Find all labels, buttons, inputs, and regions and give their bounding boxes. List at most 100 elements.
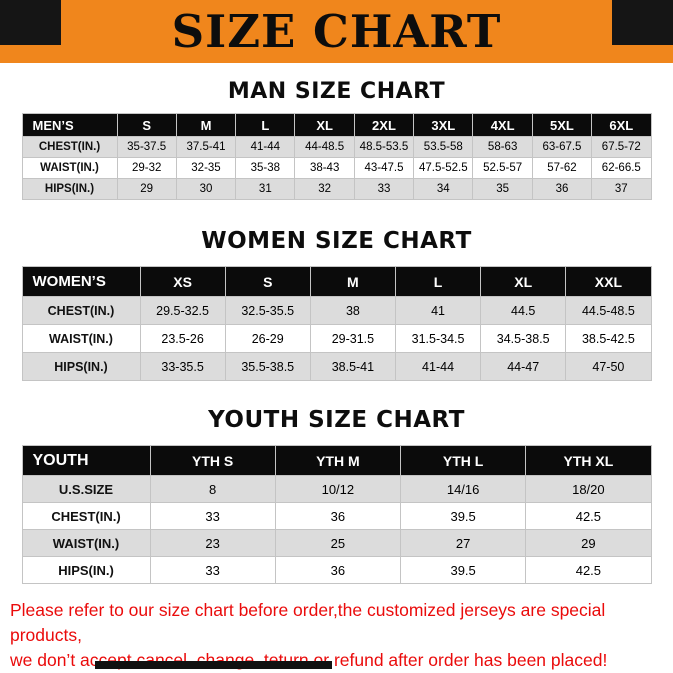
section-youth-size-chart: YOUTH SIZE CHART YOUTH YTH S YTH M YTH L YTH… xyxy=(0,407,673,584)
value-cell: 58-63 xyxy=(472,136,533,158)
value-cell: 38.5-41 xyxy=(309,352,396,381)
value-cell: 44.5-48.5 xyxy=(565,296,652,325)
size-header-cell: M xyxy=(175,113,237,137)
footer-warning: Please refer to our size chart before or… xyxy=(0,598,673,673)
table-row: CHEST(IN.) 33 36 39.5 42.5 xyxy=(21,502,652,530)
value-cell: 44.5 xyxy=(480,296,567,325)
value-cell: 10/12 xyxy=(274,475,402,503)
value-cell: 36 xyxy=(531,178,593,200)
size-header-cell: S xyxy=(116,113,177,137)
value-cell: 41 xyxy=(394,296,482,325)
value-cell: 37 xyxy=(591,178,652,200)
title-banner: SIZE CHART xyxy=(0,0,673,63)
corner-block-right xyxy=(612,0,673,45)
table-title-cell: YOUTH xyxy=(21,445,151,476)
value-cell: 32 xyxy=(294,178,355,200)
table-row: CHEST(IN.) 29.5-32.5 32.5-35.5 38 41 44.5 44.5… xyxy=(21,296,652,325)
value-cell: 42.5 xyxy=(525,556,652,584)
value-cell: 47.5-52.5 xyxy=(413,157,474,179)
women-section-heading: WOMEN SIZE CHART xyxy=(201,228,472,254)
value-cell: 43-47.5 xyxy=(353,157,415,179)
row-label-cell: HIPS(IN.) xyxy=(21,178,118,200)
table-title-cell: WOMEN’S xyxy=(21,266,141,297)
table-row: WAIST(IN.) 23.5-26 26-29 29-31.5 31.5-34.5 34… xyxy=(21,324,652,353)
size-header-cell: YTH M xyxy=(274,445,402,476)
youth-section-heading: YOUTH SIZE CHART xyxy=(208,407,465,433)
value-cell: 36 xyxy=(274,502,402,530)
value-cell: 35 xyxy=(472,178,533,200)
value-cell: 42.5 xyxy=(525,502,652,530)
value-cell: 29-31.5 xyxy=(309,324,396,353)
row-label-cell: U.S.SIZE xyxy=(21,475,151,503)
value-cell: 39.5 xyxy=(399,556,527,584)
value-cell: 14/16 xyxy=(399,475,527,503)
youth-size-table: YOUTH YTH S YTH M YTH L YTH XL U.S.SIZE 8 10/12… xyxy=(21,445,652,584)
value-cell: 48.5-53.5 xyxy=(353,136,415,158)
value-cell: 37.5-41 xyxy=(175,136,237,158)
size-header-cell: XL xyxy=(480,266,567,297)
size-header-cell: 2XL xyxy=(353,113,415,137)
table-row: WAIST(IN.) 23 25 27 29 xyxy=(21,529,652,557)
value-cell: 52.5-57 xyxy=(472,157,533,179)
size-header-cell: XXL xyxy=(565,266,652,297)
value-cell: 33 xyxy=(149,502,276,530)
value-cell: 23 xyxy=(149,529,276,557)
value-cell: 23.5-26 xyxy=(139,324,226,353)
table-title-cell: MEN’S xyxy=(21,113,118,137)
header-row: MEN’S S M L XL 2XL 3XL 4XL 5XL 6XL xyxy=(21,113,652,137)
size-header-cell: YTH XL xyxy=(525,445,652,476)
value-cell: 25 xyxy=(274,529,402,557)
row-label-cell: CHEST(IN.) xyxy=(21,136,118,158)
size-header-cell: 6XL xyxy=(591,113,652,137)
size-header-cell: YTH L xyxy=(399,445,527,476)
table-row: CHEST(IN.) 35-37.5 37.5-41 41-44 44-48.5 48.5… xyxy=(21,136,652,158)
row-label-cell: HIPS(IN.) xyxy=(21,556,151,584)
bottom-black-bar xyxy=(95,661,332,669)
value-cell: 44-47 xyxy=(480,352,567,381)
size-header-cell: 3XL xyxy=(413,113,474,137)
row-label-cell: HIPS(IN.) xyxy=(21,352,141,381)
value-cell: 27 xyxy=(399,529,527,557)
table-row: HIPS(IN.) 33-35.5 35.5-38.5 38.5-41 41-44 44-… xyxy=(21,352,652,381)
men-size-table: MEN’S S M L XL 2XL 3XL 4XL 5XL 6XL CHEST(IN.) 35-37… xyxy=(21,113,652,200)
page-title: SIZE CHART xyxy=(171,5,502,58)
footer-note-line1: Please refer to our size chart before or… xyxy=(10,600,606,645)
value-cell: 29.5-32.5 xyxy=(139,296,226,325)
value-cell: 41-44 xyxy=(235,136,296,158)
value-cell: 38 xyxy=(309,296,396,325)
table-row: HIPS(IN.) 29 30 31 32 33 34 35 36 37 xyxy=(21,178,652,200)
value-cell: 33 xyxy=(353,178,415,200)
value-cell: 41-44 xyxy=(394,352,482,381)
size-chart-content: MAN SIZE CHART MEN’S S M L XL 2XL 3XL 4XL 5XL 6XL… xyxy=(0,79,673,584)
size-header-cell: 4XL xyxy=(472,113,533,137)
size-header-cell: YTH S xyxy=(149,445,276,476)
table-row: WAIST(IN.) 29-32 32-35 35-38 38-43 43-47.5 47.… xyxy=(21,157,652,179)
value-cell: 29 xyxy=(116,178,177,200)
man-section-heading: MAN SIZE CHART xyxy=(227,79,446,104)
header-row: WOMEN’S XS S M L XL XXL xyxy=(21,266,652,297)
value-cell: 39.5 xyxy=(399,502,527,530)
value-cell: 57-62 xyxy=(531,157,593,179)
header-row: YOUTH YTH S YTH M YTH L YTH XL xyxy=(21,445,652,476)
value-cell: 36 xyxy=(274,556,402,584)
row-label-cell: WAIST(IN.) xyxy=(21,324,141,353)
row-label-cell: CHEST(IN.) xyxy=(21,296,141,325)
value-cell: 53.5-58 xyxy=(413,136,474,158)
section-women-size-chart: WOMEN SIZE CHART WOMEN’S XS S M L XL XXL CHEST(… xyxy=(0,228,673,381)
value-cell: 18/20 xyxy=(525,475,652,503)
size-header-cell: M xyxy=(309,266,396,297)
value-cell: 67.5-72 xyxy=(591,136,652,158)
value-cell: 32-35 xyxy=(175,157,237,179)
size-header-cell: L xyxy=(394,266,482,297)
size-header-cell: XL xyxy=(294,113,355,137)
value-cell: 34 xyxy=(413,178,474,200)
value-cell: 29 xyxy=(525,529,652,557)
size-header-cell: 5XL xyxy=(531,113,593,137)
value-cell: 8 xyxy=(149,475,276,503)
value-cell: 32.5-35.5 xyxy=(224,296,311,325)
value-cell: 31.5-34.5 xyxy=(394,324,482,353)
women-size-table: WOMEN’S XS S M L XL XXL CHEST(IN.) 29.5-32.5 32.5… xyxy=(21,266,652,381)
value-cell: 30 xyxy=(175,178,237,200)
value-cell: 35.5-38.5 xyxy=(224,352,311,381)
row-label-cell: WAIST(IN.) xyxy=(21,157,118,179)
